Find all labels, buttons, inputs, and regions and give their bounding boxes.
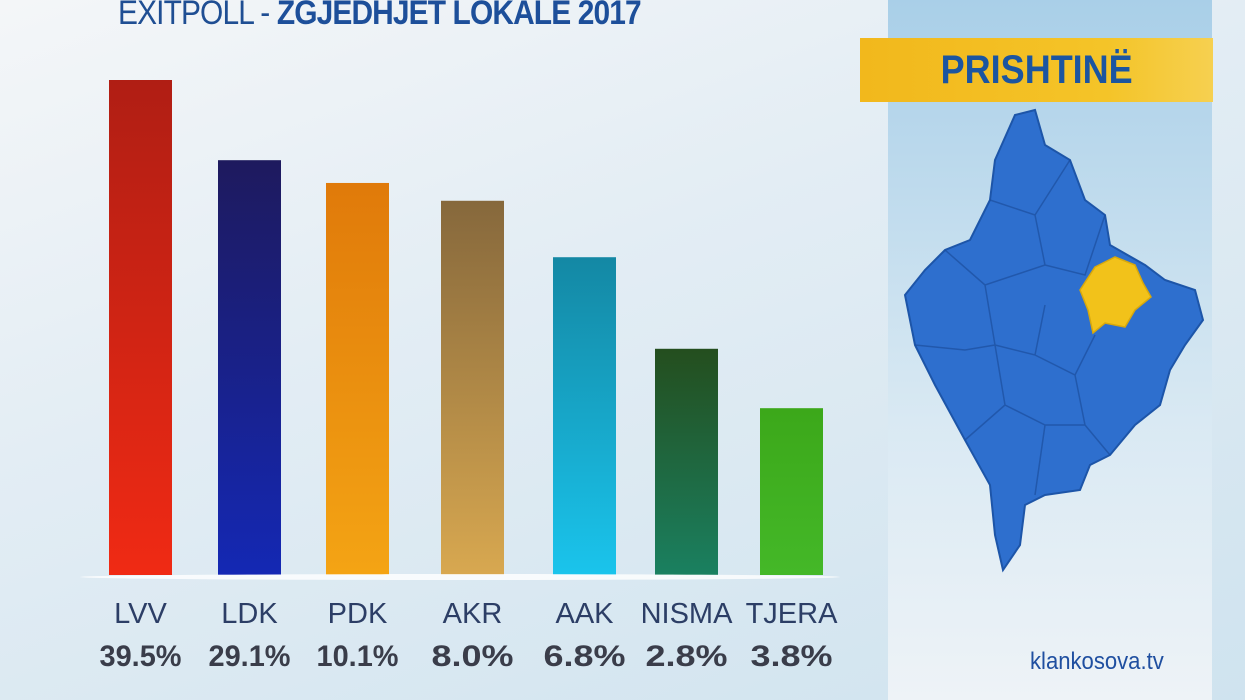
value-label: 2.8% — [646, 640, 728, 673]
value-label: 8.0% — [432, 640, 514, 673]
bar-akr — [441, 200, 504, 575]
category-label: NISMA — [641, 598, 734, 630]
region-name: PRISHTINË — [940, 47, 1133, 92]
bar-lvv — [109, 80, 172, 575]
bar-nisma — [655, 348, 718, 575]
value-label: 39.5% — [100, 640, 182, 673]
bar-ldk — [218, 160, 281, 575]
bar-tjera — [760, 408, 823, 575]
region-banner: PRISHTINË — [860, 38, 1213, 102]
category-label: LVV — [114, 598, 167, 630]
category-label: AKR — [443, 598, 503, 630]
baseline-glow — [80, 574, 840, 580]
map-borders — [914, 159, 1111, 496]
website-label: klankosova.tv — [1030, 648, 1164, 675]
chart-title: EXITPOLL - ZGJEDHJET LOKALE 2017 — [118, 0, 642, 33]
category-label: LDK — [221, 598, 278, 630]
category-label: TJERA — [746, 598, 839, 630]
prishtina-region — [1079, 256, 1152, 335]
title-prefix: EXITPOLL - — [118, 0, 277, 32]
kosovo-map — [903, 108, 1205, 573]
value-label: 6.8% — [544, 640, 626, 673]
bar-chart: LVV 39.5% LDK 29.1% PDK 10.1% AKR 8.0% AAK 6.8% NI… — [80, 80, 840, 673]
value-label: 29.1% — [209, 640, 291, 673]
value-label: 3.8% — [751, 640, 833, 673]
bar-aak — [553, 257, 616, 575]
value-label: 10.1% — [317, 640, 399, 673]
category-label: PDK — [328, 598, 388, 630]
category-label: AAK — [555, 598, 614, 630]
title-main: ZGJEDHJET LOKALE 2017 — [276, 0, 642, 32]
bar-pdk — [326, 182, 389, 575]
kosovo-map-shape — [903, 108, 1205, 573]
